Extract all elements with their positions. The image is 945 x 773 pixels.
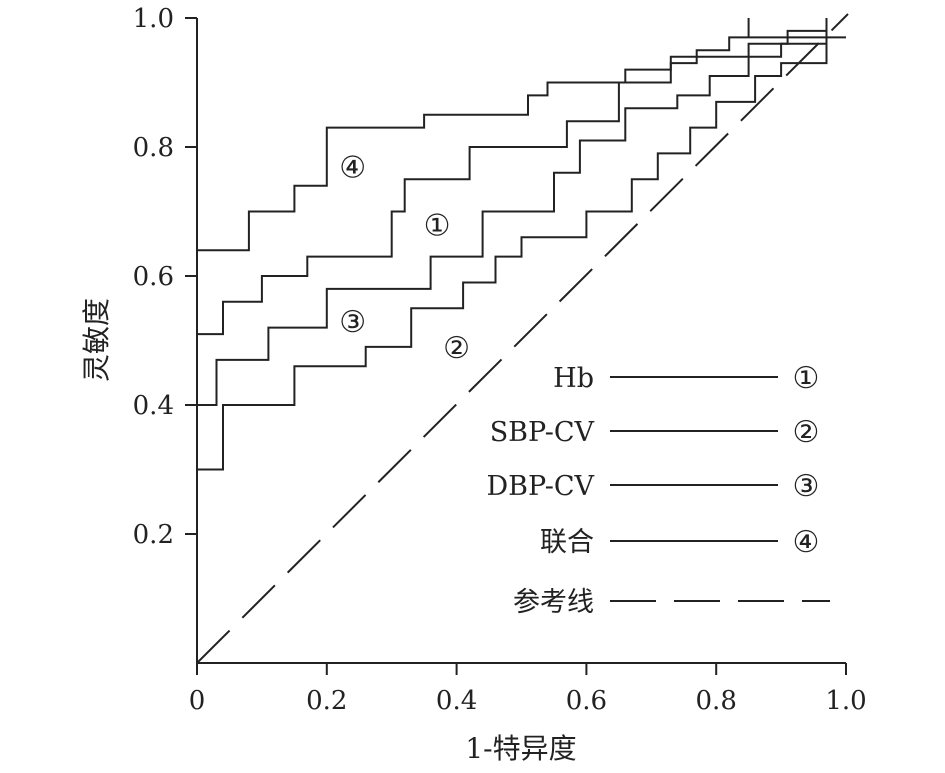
x-tick-label: 0 xyxy=(189,686,206,716)
y-tick-label: 0.8 xyxy=(133,133,174,163)
y-tick-label: 0.4 xyxy=(133,391,174,421)
legend-label: 参考线 xyxy=(513,587,594,618)
series-line-1 xyxy=(197,29,827,336)
series-marker-1: ① xyxy=(424,208,451,243)
legend-marker: ① xyxy=(793,361,820,396)
y-tick-label: 1.0 xyxy=(133,4,174,34)
axes xyxy=(196,18,846,664)
x-tick-label: 0.6 xyxy=(566,686,607,716)
legend-label: DBP-CV xyxy=(487,471,595,502)
series-line-2 xyxy=(197,30,828,471)
series-marker-2: ② xyxy=(443,331,470,366)
legend-label: SBP-CV xyxy=(490,417,595,448)
legend-marker: ③ xyxy=(793,469,820,504)
reference-line-group xyxy=(196,13,849,664)
series-markers: ① ② ③ ④ xyxy=(339,150,470,366)
series-marker-4: ④ xyxy=(339,150,366,185)
legend-marker: ② xyxy=(793,415,820,450)
x-axis-title: 1-特异度 xyxy=(465,732,576,765)
series-line-3 xyxy=(197,42,827,406)
x-tick-label: 0.4 xyxy=(436,686,477,716)
legend-label: 联合 xyxy=(540,527,594,558)
reference-line xyxy=(196,13,849,664)
x-tick-label: 0.8 xyxy=(696,686,737,716)
legend: Hb ① SBP-CV ② DBP-CV ③ 联合 ④ 参考线 xyxy=(487,361,830,618)
legend-marker: ④ xyxy=(793,525,820,560)
y-tick-label: 0.2 xyxy=(133,520,174,550)
legend-label: Hb xyxy=(553,363,594,394)
series-group xyxy=(197,18,846,471)
y-axis-title: 灵敏度 xyxy=(80,298,113,382)
series-line-4 xyxy=(197,18,846,252)
series-marker-3: ③ xyxy=(339,305,366,340)
ticks: 0 0.2 0.4 0.6 0.8 1.0 0.2 0.4 0.6 0.8 1.0 xyxy=(133,4,867,716)
x-tick-label: 1.0 xyxy=(825,686,866,716)
x-tick-label: 0.2 xyxy=(306,686,347,716)
y-tick-label: 0.6 xyxy=(133,262,174,292)
